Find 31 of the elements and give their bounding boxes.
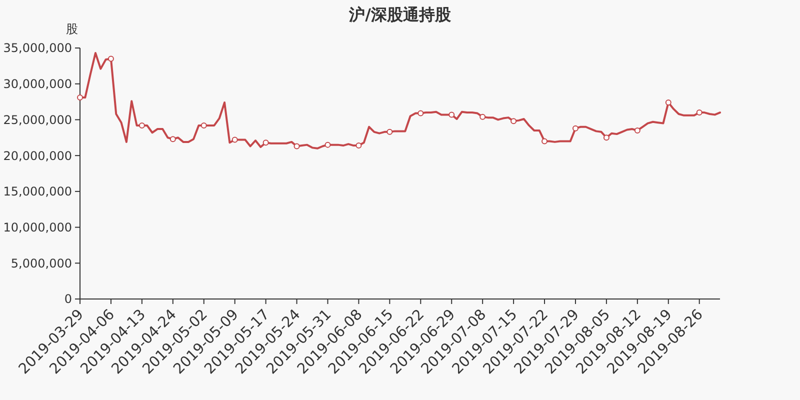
point <box>294 143 300 150</box>
point <box>510 118 517 124</box>
point <box>634 127 640 134</box>
point <box>170 136 176 142</box>
y-tick-label: 35,000,000 <box>3 41 72 56</box>
point <box>572 125 578 132</box>
point <box>232 136 238 143</box>
point <box>418 110 424 116</box>
point <box>324 142 331 148</box>
point <box>108 56 114 62</box>
chart-title: 沪/深股通持股 <box>348 5 452 24</box>
point <box>603 134 610 141</box>
point <box>386 128 393 135</box>
y-tick-label: 5,000,000 <box>10 256 72 270</box>
point <box>262 140 269 146</box>
y-tick-label: 10,000,000 <box>3 220 72 234</box>
point <box>665 100 672 106</box>
y-tick-label: 30,000,000 <box>3 77 72 92</box>
point <box>542 138 548 144</box>
y-tick-label: 15,000,000 <box>3 184 72 199</box>
point <box>77 94 83 100</box>
point <box>200 122 207 128</box>
y-axis-title: 股 <box>66 22 78 36</box>
point <box>480 114 486 120</box>
point <box>138 122 145 128</box>
y-tick-label: 20,000,000 <box>3 148 72 163</box>
y-tick-label: 25,000,000 <box>3 112 72 127</box>
point <box>448 112 455 118</box>
point <box>356 142 362 149</box>
point <box>696 110 702 116</box>
y-tick-label: 0 <box>64 292 72 306</box>
